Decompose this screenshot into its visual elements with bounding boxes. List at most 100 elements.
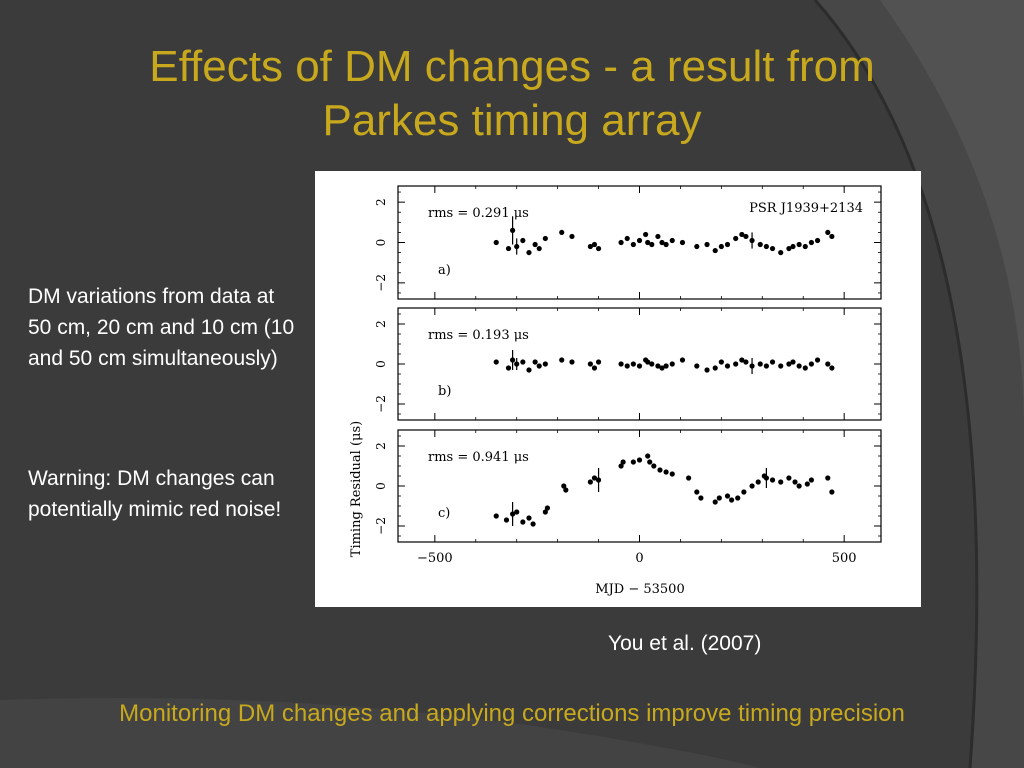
data-point [591,475,598,481]
data-point [587,243,593,250]
data-point [790,243,796,250]
data-point [595,477,602,483]
data-point [655,233,661,240]
data-point [510,511,516,517]
data-point [630,361,636,367]
data-point [536,363,542,369]
x-axis-label: MJD − 53500 [595,582,684,597]
y-tick-label: −2 [374,274,388,292]
data-point [569,359,575,365]
data-point [679,239,686,246]
data-point [743,233,749,240]
y-axis-label: Timing Residual (μs) [349,421,364,557]
data-point [520,359,526,365]
data-point [591,241,598,248]
data-point [786,245,792,252]
data-point [796,363,802,369]
data-point [778,249,784,256]
data-point [735,495,741,501]
data-point [679,357,686,363]
data-point [659,239,665,246]
data-point [595,245,602,252]
data-point [526,515,532,521]
data-point [630,459,636,465]
data-point [563,487,569,493]
data-point [655,363,661,369]
data-point [686,475,692,481]
y-tick-label: 0 [374,360,388,368]
data-point [536,245,542,252]
y-tick-label: 2 [374,442,388,450]
data-point [728,497,735,503]
data-point [624,363,630,369]
data-point [718,359,724,365]
data-point [829,489,835,495]
data-point [749,237,755,244]
timing-residual-figure: −2 0 2 rms = 0.291 μs a) −2 0 2 rms = 0.193 μs b)… [315,171,921,607]
data-point [618,361,624,367]
data-point [755,479,761,485]
data-point [808,361,815,367]
rms-label: rms = 0.941 μs [428,450,529,465]
panel-label: c) [438,506,450,521]
pulsar-label: PSR J1939+2134 [749,201,863,216]
data-point [514,509,520,515]
data-point [493,359,499,365]
data-point [532,241,538,248]
data-point [663,241,669,248]
data-point [763,243,769,250]
data-point [724,363,731,369]
data-point [669,237,675,244]
data-point [493,513,499,519]
data-point [749,363,755,369]
data-point [645,239,651,246]
data-point [505,365,512,371]
data-point [659,365,665,371]
data-point [694,363,700,369]
data-point [829,233,835,240]
data-point [769,477,776,483]
data-point [741,489,747,495]
data-point [530,521,536,527]
data-point [561,483,567,489]
data-point [630,241,636,248]
x-tick-label: −500 [417,551,453,566]
data-point [739,231,745,238]
data-point [698,495,704,501]
data-point [636,363,643,369]
data-point [825,229,831,236]
data-point [649,241,655,248]
data-point [769,359,776,365]
data-point [792,479,798,485]
data-point [624,235,630,242]
data-point [757,361,763,367]
data-point [503,517,510,523]
data-point [505,245,512,252]
data-point [669,361,675,367]
data-point [520,237,526,244]
data-point [778,479,784,485]
data-point [733,361,739,367]
data-point [657,467,663,473]
data-point [778,363,784,369]
data-point [544,505,551,511]
data-point [542,509,548,515]
data-point [724,241,731,248]
data-point [669,471,675,477]
data-point [763,363,769,369]
data-point [825,361,831,367]
data-point [802,365,808,371]
rms-label: rms = 0.291 μs [428,206,529,221]
x-tick-label: 500 [832,551,857,566]
data-point [716,495,722,501]
data-point [618,463,624,469]
citation: You et al. (2007) [608,632,762,655]
data-point [796,483,802,489]
data-point [663,469,669,475]
data-point [712,247,718,254]
slide-title: Effects of DM changes - a result from Pa… [60,40,964,148]
data-point [651,463,657,469]
data-point [542,361,548,367]
data-point [786,475,792,481]
